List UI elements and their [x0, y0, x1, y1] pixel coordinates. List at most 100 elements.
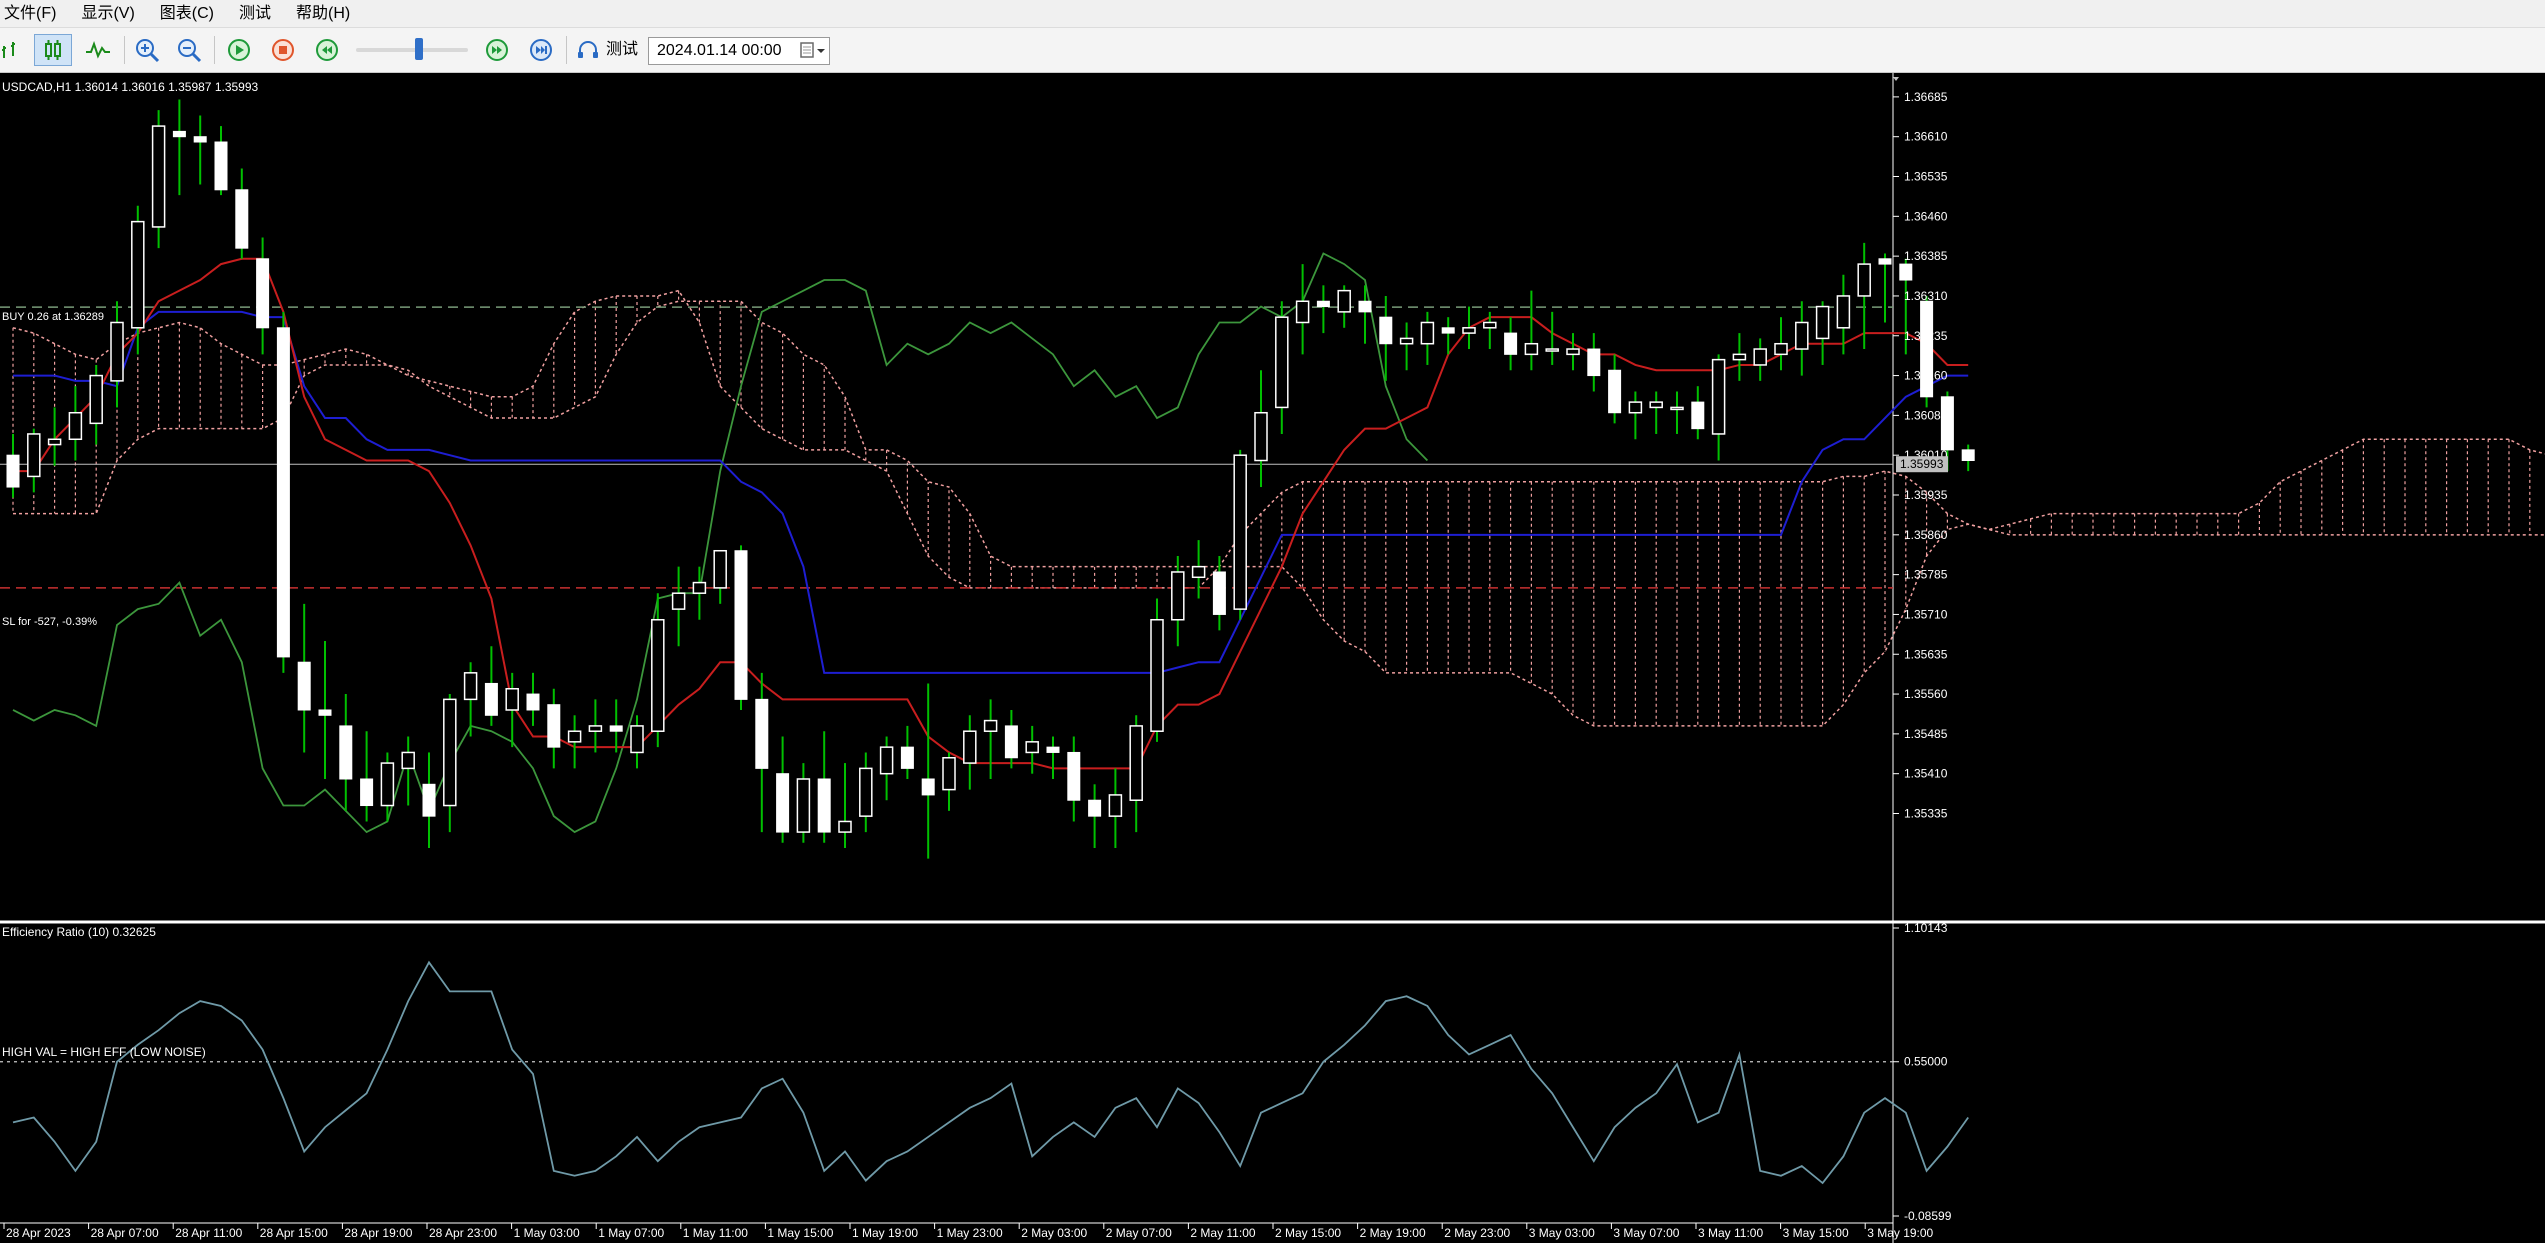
candle-body-bear	[1067, 751, 1081, 801]
candle	[942, 752, 956, 811]
menu-test[interactable]: 测试	[239, 5, 272, 22]
line-chart-button[interactable]	[80, 34, 116, 66]
candle	[27, 428, 41, 493]
candle	[838, 763, 852, 848]
candle-body-bear	[609, 725, 623, 732]
candle	[1649, 391, 1663, 434]
stop-button[interactable]	[266, 34, 300, 66]
candle-body-bear	[193, 136, 207, 143]
candle	[755, 672, 769, 833]
candlestick-chart-button[interactable]	[34, 34, 72, 66]
speed-slider-thumb[interactable]	[415, 38, 423, 60]
candle-body-bear	[1088, 799, 1102, 817]
toolbar-separator	[124, 36, 125, 64]
price-axis-label: 1.36385	[1904, 249, 1948, 263]
candle-body-bull	[1857, 263, 1871, 297]
candle	[6, 433, 20, 498]
fast-forward-button[interactable]	[480, 34, 514, 66]
headset-icon	[578, 41, 598, 58]
candle	[1150, 598, 1164, 742]
menu-chart[interactable]: 图表(C)	[159, 5, 214, 22]
candle	[297, 603, 311, 753]
candle	[651, 593, 665, 748]
candle-body-bear	[1316, 300, 1330, 308]
candle	[1524, 290, 1539, 371]
candle-body-bull	[567, 730, 582, 743]
candle-body-bear	[256, 258, 270, 329]
test-button[interactable]	[572, 34, 604, 66]
time-axis-label: 2 May 07:00	[1106, 1226, 1172, 1240]
candle	[1399, 322, 1414, 371]
candle-body-bear	[921, 778, 935, 796]
time-axis-label: 2 May 23:00	[1444, 1226, 1510, 1240]
candle-body-bear	[172, 130, 186, 138]
candle	[1088, 784, 1102, 848]
candle	[276, 311, 290, 673]
candle	[1608, 354, 1622, 424]
chart-shift-marker	[1893, 77, 1899, 81]
date-value: 2024.01.14 00:00	[657, 42, 782, 59]
candle-body-bear	[1961, 449, 1975, 462]
candle-body-bull	[1795, 321, 1809, 350]
candle	[360, 731, 374, 822]
test-label[interactable]: 测试	[606, 41, 639, 58]
candle-body-bull	[1233, 454, 1247, 610]
efficiency-ratio-lines	[0, 960, 1969, 1185]
menu-file[interactable]: 文件(F)	[4, 5, 57, 22]
candle	[1233, 449, 1247, 620]
play-icon	[228, 39, 250, 61]
candle-body-bull	[1191, 565, 1206, 579]
candle	[505, 672, 519, 748]
candle-body-bull	[380, 762, 395, 807]
candle-body-bear	[1587, 348, 1601, 377]
candle-body-bear	[297, 661, 311, 711]
candle-body-bear	[235, 189, 249, 249]
symbol-label: USDCAD,H1 1.36014 1.36016 1.35987 1.3599…	[2, 80, 259, 94]
candle	[422, 752, 436, 848]
candle	[1566, 333, 1580, 371]
candle	[214, 126, 228, 196]
candle	[318, 640, 332, 779]
candle-body-bear	[318, 709, 332, 716]
indicator-title: Efficiency Ratio (10) 0.32625	[2, 925, 156, 939]
candle-body-bull	[1670, 406, 1684, 411]
candle	[1940, 391, 1954, 472]
candle-body-bull	[1108, 794, 1123, 817]
candle-body-bull	[1836, 295, 1851, 329]
candle	[526, 672, 540, 726]
candle-body-bear	[547, 704, 561, 748]
speed-slider-track[interactable]	[356, 48, 468, 52]
candle	[172, 99, 186, 196]
candle-body-bear	[1358, 300, 1372, 313]
candlesticks	[6, 99, 1975, 859]
menu-view[interactable]: 显示(V)	[81, 5, 135, 22]
date-picker[interactable]: 2024.01.14 00:00	[648, 37, 830, 65]
zoom-in-button[interactable]	[130, 34, 164, 66]
skip-end-button[interactable]	[524, 34, 558, 66]
chart-area[interactable]: 1.36685 1.36610 1.36535 1.36460 1.36385 1.363…	[0, 73, 2545, 1243]
calendar-dropdown-icon[interactable]	[799, 41, 827, 61]
zoom-in-icon	[136, 39, 160, 63]
time-axis-label: 3 May 15:00	[1783, 1226, 1849, 1240]
zoom-out-button[interactable]	[172, 34, 206, 66]
step-back-button[interactable]	[310, 34, 344, 66]
menu-help[interactable]: 帮助(H)	[296, 5, 351, 22]
candle	[1191, 540, 1206, 599]
candle	[1316, 285, 1330, 334]
candle-body-bear	[1691, 401, 1705, 430]
buy-order-label: BUY 0.26 at 1.36289	[2, 311, 104, 323]
candle	[89, 364, 103, 445]
candle	[131, 205, 145, 355]
candle-body-bull	[1753, 348, 1767, 366]
play-button[interactable]	[222, 34, 256, 66]
candle	[1545, 311, 1559, 365]
price-axis-label: 1.36085	[1904, 408, 1948, 422]
toolbar: 测试 2024.01.14 00:00	[0, 28, 2545, 73]
candle-body-bull	[692, 581, 707, 594]
line-chart-icon	[86, 41, 110, 59]
senkou-span-b	[13, 300, 2545, 727]
candle	[1295, 264, 1310, 355]
candle	[1878, 253, 1892, 323]
time-axis-label: 3 May 03:00	[1529, 1226, 1595, 1240]
tick-chart-button[interactable]	[0, 34, 26, 66]
